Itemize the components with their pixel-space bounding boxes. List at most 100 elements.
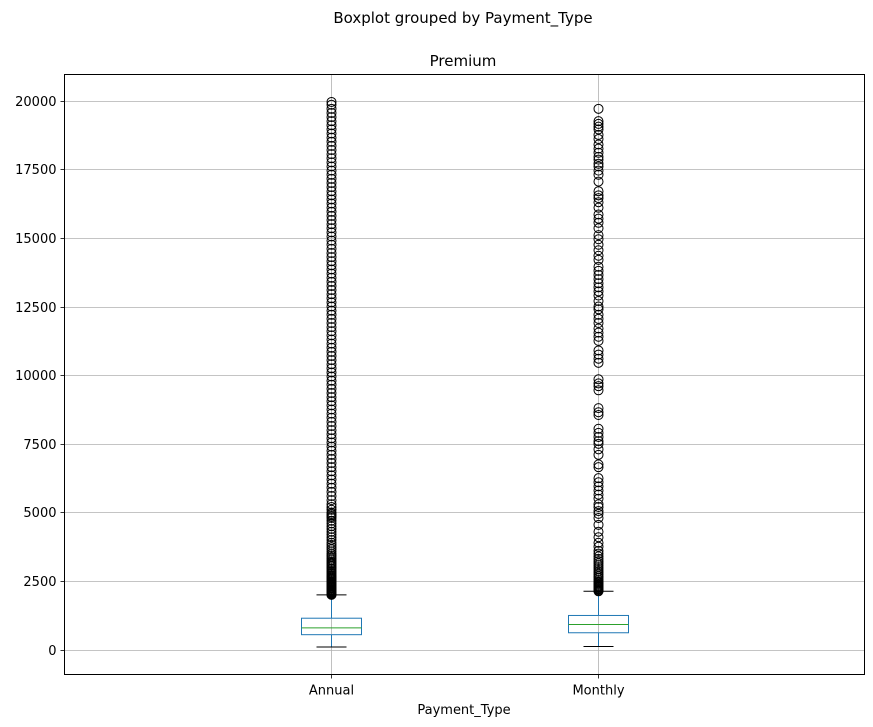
outlier-point bbox=[593, 407, 604, 418]
outlier-point bbox=[593, 331, 604, 342]
outlier-point bbox=[593, 261, 604, 272]
outlier-point bbox=[593, 134, 604, 145]
outlier-point bbox=[593, 245, 604, 256]
outlier-point bbox=[593, 481, 604, 492]
outlier-point bbox=[593, 558, 604, 569]
outlier-point bbox=[326, 173, 337, 184]
outlier-point bbox=[326, 453, 337, 464]
outlier-point bbox=[326, 429, 337, 440]
outlier-point bbox=[326, 499, 337, 510]
y-tick-label: 0 bbox=[48, 644, 56, 659]
outlier-point bbox=[593, 438, 604, 449]
outlier-point bbox=[326, 342, 337, 353]
outlier-point bbox=[593, 493, 604, 504]
outlier-point bbox=[593, 129, 604, 140]
outlier-point bbox=[593, 269, 604, 280]
outlier-point bbox=[326, 449, 337, 460]
x-tick-label: Monthly bbox=[572, 684, 624, 699]
y-tick-label: 15000 bbox=[15, 232, 56, 247]
outlier-point bbox=[593, 374, 604, 385]
outlier-point bbox=[326, 276, 337, 287]
outlier-point bbox=[326, 165, 337, 176]
outlier-point bbox=[326, 350, 337, 361]
y-tick-label: 10000 bbox=[15, 369, 56, 384]
y-tick-label: 20000 bbox=[15, 95, 56, 110]
outlier-point bbox=[326, 486, 337, 497]
y-tick-label: 12500 bbox=[15, 301, 56, 316]
outlier-point bbox=[593, 121, 604, 132]
outlier-point bbox=[593, 197, 604, 208]
y-tick-label: 2500 bbox=[23, 575, 56, 590]
outlier-point bbox=[593, 508, 604, 519]
outlier-point bbox=[593, 139, 604, 150]
outlier-point bbox=[593, 431, 604, 442]
outlier-point bbox=[593, 124, 604, 135]
outlier-point bbox=[326, 495, 337, 506]
outlier-point bbox=[326, 272, 337, 283]
outlier-point bbox=[326, 346, 337, 357]
outlier-point bbox=[593, 282, 604, 293]
outlier-point bbox=[326, 289, 337, 300]
outlier-point bbox=[326, 194, 337, 205]
outlier-point bbox=[593, 250, 604, 261]
outlier-point bbox=[326, 521, 337, 532]
outlier-point bbox=[326, 539, 337, 550]
x-axis-label: Payment_Type bbox=[417, 703, 510, 718]
outlier-point bbox=[593, 151, 604, 162]
outlier-point bbox=[326, 529, 337, 540]
boxes bbox=[301, 590, 629, 648]
outlier-point bbox=[326, 458, 337, 469]
outlier-point bbox=[326, 297, 337, 308]
outlier-point bbox=[326, 99, 337, 110]
outlier-point bbox=[326, 268, 337, 279]
outlier-point bbox=[593, 193, 604, 204]
outlier-point bbox=[326, 433, 337, 444]
outlier-point bbox=[326, 120, 337, 131]
outlier-point bbox=[593, 147, 604, 158]
outlier-point bbox=[593, 239, 604, 250]
outlier-point bbox=[326, 293, 337, 304]
outlier-point bbox=[326, 532, 337, 543]
plot-frame bbox=[64, 74, 865, 675]
grid-lines bbox=[64, 74, 865, 675]
outlier-point bbox=[593, 169, 604, 180]
outlier-point bbox=[326, 379, 337, 390]
outlier-point bbox=[326, 534, 337, 545]
outlier-point bbox=[593, 485, 604, 496]
outlier-point bbox=[593, 154, 604, 165]
outlier-point bbox=[326, 169, 337, 180]
outlier-point bbox=[326, 280, 337, 291]
outlier-point bbox=[593, 541, 604, 552]
outlier-point bbox=[593, 213, 604, 224]
outlier-point bbox=[326, 526, 337, 537]
outlier-point bbox=[593, 477, 604, 488]
outlier-point bbox=[593, 265, 604, 276]
outlier-point bbox=[593, 444, 604, 455]
outlier-point bbox=[326, 305, 337, 316]
outlier-point bbox=[326, 309, 337, 320]
outlier-point bbox=[326, 338, 337, 349]
outlier-point bbox=[326, 507, 337, 518]
outlier-point bbox=[326, 116, 337, 127]
outlier-point bbox=[326, 219, 337, 230]
outlier-point bbox=[326, 157, 337, 168]
outlier-point bbox=[593, 327, 604, 338]
outlier-point bbox=[593, 449, 604, 460]
outlier-point bbox=[326, 223, 337, 234]
outlier-point bbox=[593, 385, 604, 396]
outlier-point bbox=[326, 400, 337, 411]
outlier-point bbox=[326, 420, 337, 431]
outlier-point bbox=[326, 355, 337, 366]
outlier-point bbox=[326, 235, 337, 246]
outlier-point bbox=[326, 330, 337, 341]
outlier-point bbox=[593, 143, 604, 154]
outlier-point bbox=[593, 278, 604, 289]
outlier-point bbox=[326, 501, 337, 512]
outlier-point bbox=[326, 145, 337, 156]
outlier-point bbox=[326, 103, 337, 114]
outlier-point bbox=[326, 264, 337, 275]
chart-suptitle: Boxplot grouped by Payment_Type bbox=[333, 9, 592, 28]
outlier-point bbox=[326, 523, 337, 534]
axis-ticks: 0 2500 5000 7500 10000 12500 15000 17500 20000 An… bbox=[15, 95, 625, 699]
outlier-point bbox=[593, 512, 604, 523]
